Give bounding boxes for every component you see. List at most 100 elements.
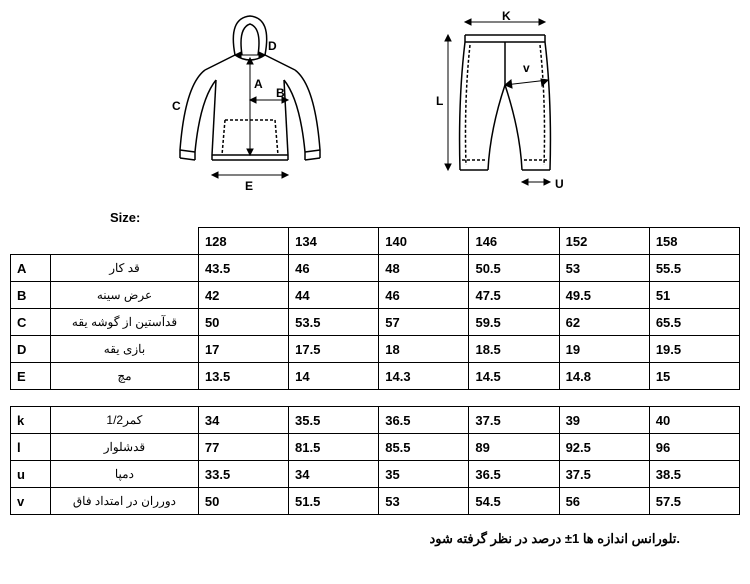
cell-value: 56 [559,488,649,515]
cell-value: 51 [649,282,739,309]
cell-value: 36.5 [469,461,559,488]
label-k: K [502,10,511,23]
cell-value: 35.5 [289,407,379,434]
cell-value: 14.5 [469,363,559,390]
table-row: lقدشلوار7781.585.58992.596 [11,434,740,461]
row-key: E [11,363,51,390]
row-label: 1/2کمر [50,407,198,434]
label-l: L [436,94,443,108]
cell-value: 53 [379,488,469,515]
label-e: E [245,179,253,193]
cell-value: 18.5 [469,336,559,363]
row-key: D [11,336,51,363]
top-size-table: 128 134 140 146 152 158 Aقد کار43.546485… [10,227,740,390]
row-key: B [11,282,51,309]
table-row: uدمپا33.5343536.537.538.5 [11,461,740,488]
cell-value: 15 [649,363,739,390]
row-label: بازی یقه [51,336,199,363]
label-v: v [523,61,530,75]
cell-value: 65.5 [649,309,739,336]
size-header: 134 [289,228,379,255]
cell-value: 49.5 [559,282,649,309]
cell-value: 57 [379,309,469,336]
table-row: Dبازی یقه1717.51818.51919.5 [11,336,740,363]
cell-value: 59.5 [469,309,559,336]
row-label: قد کار [51,255,199,282]
cell-value: 39 [559,407,649,434]
cell-value: 57.5 [649,488,739,515]
table-row: vدورران در امتداد فاق5051.55354.55657.5 [11,488,740,515]
cell-value: 46 [289,255,379,282]
label-u: U [555,177,564,191]
size-header: 152 [559,228,649,255]
cell-value: 50 [198,309,288,336]
size-header: 146 [469,228,559,255]
cell-value: 37.5 [469,407,559,434]
cell-value: 46 [379,282,469,309]
cell-value: 35 [379,461,469,488]
row-key: k [11,407,51,434]
cell-value: 14 [289,363,379,390]
label-c: C [172,99,181,113]
cell-value: 37.5 [559,461,649,488]
cell-value: 43.5 [198,255,288,282]
cell-value: 34 [198,407,288,434]
cell-value: 14.3 [379,363,469,390]
cell-value: 19.5 [649,336,739,363]
cell-value: 34 [289,461,379,488]
label-d: D [268,39,277,53]
row-key: v [11,488,51,515]
cell-value: 85.5 [379,434,469,461]
size-header: 140 [379,228,469,255]
cell-value: 19 [559,336,649,363]
cell-value: 55.5 [649,255,739,282]
table-header-row: 128 134 140 146 152 158 [11,228,740,255]
cell-value: 77 [198,434,288,461]
cell-value: 81.5 [289,434,379,461]
cell-value: 53 [559,255,649,282]
cell-value: 40 [649,407,739,434]
table-row: Cقدآستین از گوشه یقه5053.55759.56265.5 [11,309,740,336]
bottom-size-table: k1/2کمر3435.536.537.53940lقدشلوار7781.58… [10,406,740,515]
cell-value: 96 [649,434,739,461]
cell-value: 89 [469,434,559,461]
hoodie-diagram: A B C D E [150,10,350,200]
row-label: عرض سینه [51,282,199,309]
cell-value: 17 [198,336,288,363]
cell-value: 17.5 [289,336,379,363]
size-label: Size: [110,210,740,225]
cell-value: 51.5 [289,488,379,515]
cell-value: 36.5 [379,407,469,434]
table-row: Eمچ13.51414.314.514.815 [11,363,740,390]
table-row: Aقد کار43.5464850.55355.5 [11,255,740,282]
diagrams-row: A B C D E [10,10,740,200]
cell-value: 48 [379,255,469,282]
cell-value: 54.5 [469,488,559,515]
cell-value: 62 [559,309,649,336]
row-key: A [11,255,51,282]
cell-value: 92.5 [559,434,649,461]
cell-value: 53.5 [289,309,379,336]
cell-value: 33.5 [198,461,288,488]
cell-value: 47.5 [469,282,559,309]
cell-value: 50.5 [469,255,559,282]
size-header: 158 [649,228,739,255]
label-a: A [254,77,263,91]
cell-value: 14.8 [559,363,649,390]
row-key: u [11,461,51,488]
table-row: k1/2کمر3435.536.537.53940 [11,407,740,434]
cell-value: 50 [198,488,288,515]
row-label: دمپا [50,461,198,488]
row-label: قدآستین از گوشه یقه [51,309,199,336]
size-header: 128 [198,228,288,255]
row-label: دورران در امتداد فاق [50,488,198,515]
pants-diagram: K L v U [410,10,600,200]
cell-value: 38.5 [649,461,739,488]
row-key: l [11,434,51,461]
row-key: C [11,309,51,336]
label-b: B [276,86,285,100]
cell-value: 13.5 [198,363,288,390]
cell-value: 44 [289,282,379,309]
footnote: تلورانس اندازه ها 1± درصد در نظر گرفته ش… [10,531,740,547]
cell-value: 18 [379,336,469,363]
